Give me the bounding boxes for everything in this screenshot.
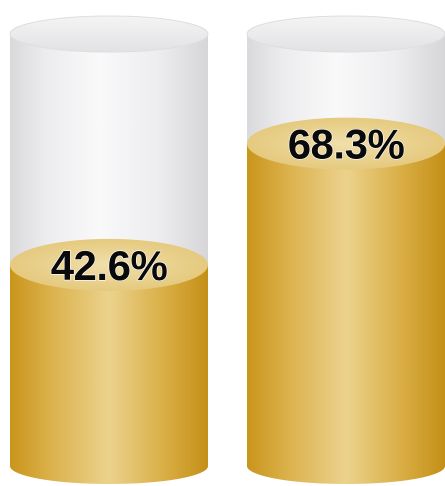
cylinder-2-fill-top xyxy=(247,117,445,170)
cylinder-1: 42.6% xyxy=(5,15,213,484)
cylinder-2-value-label: 68.3% xyxy=(288,121,405,168)
cylinder-2-fill-body xyxy=(247,143,445,484)
cylinder-1-fill-body xyxy=(10,264,208,484)
cylinder-1-top-rim xyxy=(9,15,209,53)
cylinder-1-fill-top xyxy=(10,238,208,291)
cylinder-1-value-label: 42.6% xyxy=(51,242,168,289)
cylinder-2: 68.3% xyxy=(242,15,445,484)
cylinder-2-top-rim xyxy=(246,15,445,53)
